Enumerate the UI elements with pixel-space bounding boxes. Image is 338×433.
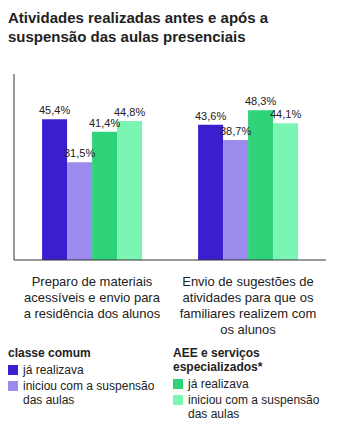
html-text:já realizava: já realizava [23, 363, 84, 377]
svg-text:38,7%: 38,7% [220, 125, 251, 137]
html-text:iniciou com a suspensão das au: iniciou com a suspensão das aulas [23, 379, 155, 407]
svg-text:45,4%: 45,4% [39, 104, 70, 116]
html-text:classe comum: classe comum [8, 346, 91, 360]
svg-text:31,5%: 31,5% [64, 147, 95, 159]
html-text:Atividades realizadas antes e: Atividades realizadas antes e após a sus… [8, 9, 269, 45]
svg-text:Envio de sugestões deatividade: Envio de sugestões deatividades para que… [180, 274, 317, 337]
svg-text:43,6%: 43,6% [195, 110, 226, 122]
svg-text:41,4%: 41,4% [89, 117, 120, 129]
html-text:iniciou com a suspensão das au: iniciou com a suspensão das aulas [188, 393, 320, 421]
html-text:AEE e serviços especializados*: AEE e serviços especializados* [173, 346, 263, 374]
html-text:já realizava: já realizava [188, 377, 249, 391]
svg-text:44,1%: 44,1% [270, 108, 301, 120]
svg-text:Preparo de materiaisacessíveis: Preparo de materiaisacessíveis e envio p… [24, 274, 161, 321]
svg-text:48,3%: 48,3% [245, 95, 276, 107]
svg-text:44,8%: 44,8% [114, 106, 145, 118]
